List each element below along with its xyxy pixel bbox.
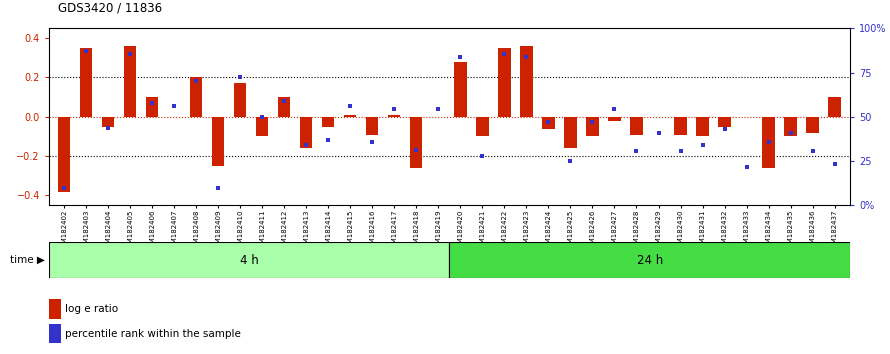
Bar — [449, 242, 850, 278]
Bar — [455, 62, 466, 117]
Bar — [630, 117, 643, 135]
Text: time ▶: time ▶ — [10, 255, 45, 265]
Bar — [279, 97, 290, 117]
Bar — [344, 115, 357, 117]
Bar — [697, 117, 708, 137]
Bar — [102, 117, 115, 127]
Bar — [300, 117, 312, 148]
Bar — [367, 117, 378, 135]
Bar — [675, 117, 686, 135]
Text: 24 h: 24 h — [636, 254, 663, 267]
Text: percentile rank within the sample: percentile rank within the sample — [65, 329, 241, 339]
Bar — [125, 46, 136, 117]
Text: 4 h: 4 h — [239, 254, 259, 267]
Bar — [234, 84, 247, 117]
Bar — [410, 117, 423, 168]
Bar — [146, 97, 158, 117]
Bar — [388, 115, 401, 117]
Bar — [190, 78, 202, 117]
Bar — [256, 117, 269, 137]
Bar — [784, 117, 797, 137]
Text: GDS3420 / 11836: GDS3420 / 11836 — [58, 1, 162, 14]
Text: log e ratio: log e ratio — [65, 304, 118, 314]
Bar — [80, 48, 93, 117]
Bar — [763, 117, 774, 168]
Bar — [806, 117, 819, 132]
Bar — [322, 117, 335, 127]
Bar — [213, 117, 224, 166]
Bar — [609, 117, 620, 121]
Bar — [498, 48, 511, 117]
Bar — [59, 117, 70, 192]
Bar — [542, 117, 554, 129]
Bar — [476, 117, 489, 137]
Bar — [49, 242, 449, 278]
Bar — [829, 97, 840, 117]
Bar — [718, 117, 731, 127]
Bar — [521, 46, 532, 117]
Bar — [587, 117, 599, 137]
Bar — [564, 117, 577, 148]
